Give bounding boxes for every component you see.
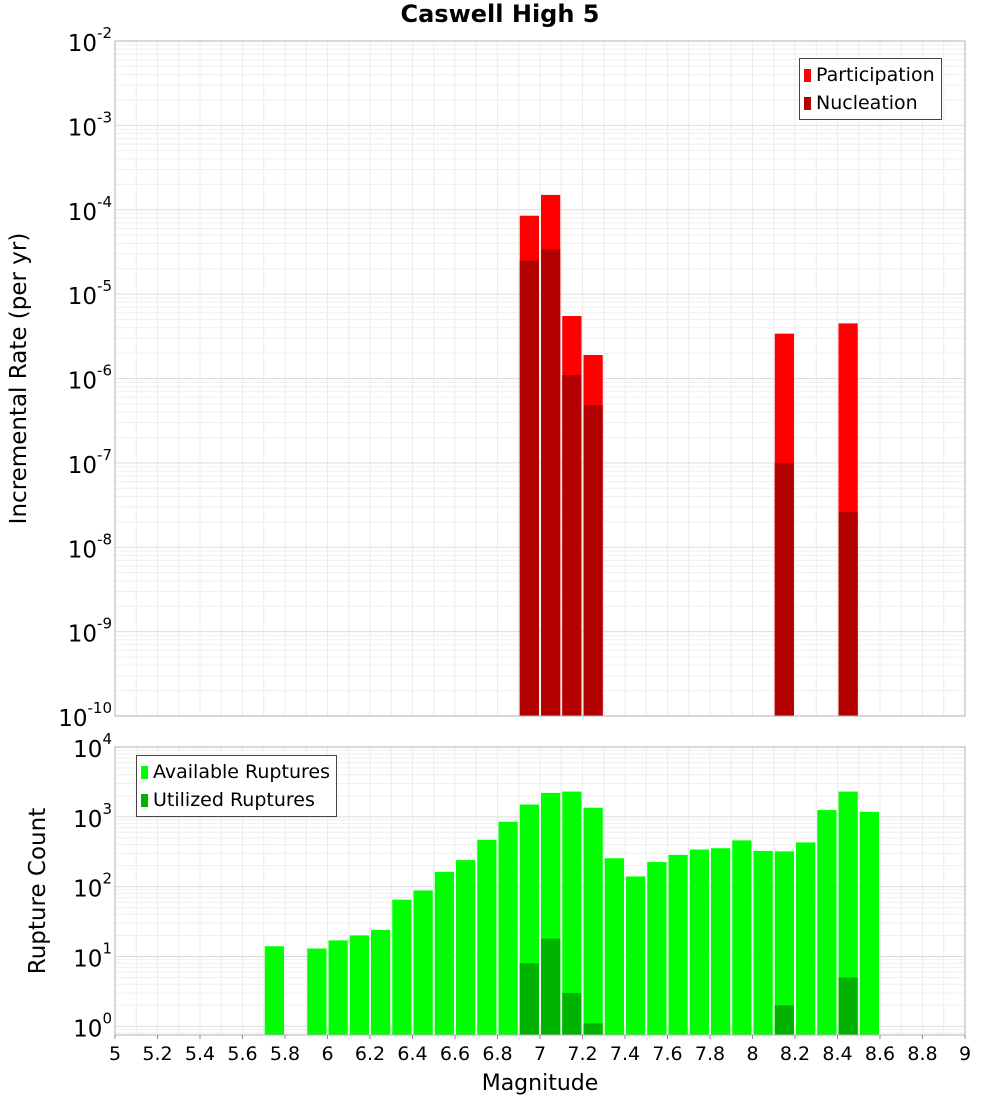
count-bar-utilized-ruptures [774, 1005, 794, 1035]
x-tick-label: 7.6 [652, 1043, 682, 1065]
rate-y-tick-label: 10-9 [68, 615, 112, 648]
rate-bar-nucleation [562, 375, 582, 716]
count-bar-available-ruptures [498, 821, 518, 1035]
count-bar-available-ruptures [859, 811, 879, 1035]
rate-bar-nucleation [519, 260, 539, 716]
count-bar-utilized-ruptures [838, 977, 858, 1035]
rate-y-tick-label: 10-10 [58, 699, 112, 732]
count-bar-available-ruptures [392, 899, 412, 1035]
rate-plot-frame [114, 40, 966, 717]
x-tick-label: 8.2 [780, 1043, 810, 1065]
x-axis-label: Magnitude [482, 1071, 599, 1096]
rate-bar-nucleation [838, 512, 858, 716]
x-tick-label: 9 [959, 1043, 971, 1065]
count-y-tick-label: 101 [73, 939, 112, 972]
x-tick-label: 5.4 [185, 1043, 215, 1065]
legend-label-nucleation: Nucleation [816, 92, 918, 114]
count-bar-available-ruptures [647, 862, 667, 1035]
count-bar-available-ruptures [434, 871, 454, 1035]
count-bar-available-ruptures [711, 848, 731, 1035]
legend-swatch-nucleation [804, 96, 811, 110]
x-tick-label: 8 [746, 1043, 758, 1065]
count-y-tick-label: 100 [73, 1009, 112, 1042]
x-tick-label: 5 [109, 1043, 121, 1065]
count-bar-available-ruptures [796, 842, 816, 1035]
count-bar-available-ruptures [689, 849, 709, 1035]
count-bar-available-ruptures [817, 810, 837, 1035]
count-bar-utilized-ruptures [519, 963, 539, 1035]
count-bar-utilized-ruptures [562, 992, 582, 1035]
x-tick-label: 5.6 [227, 1043, 257, 1065]
count-bar-available-ruptures [264, 946, 284, 1035]
x-tick-label: 7.8 [695, 1043, 725, 1065]
rate-y-tick-label: 10-5 [68, 277, 112, 310]
x-tick-label: 5.2 [142, 1043, 172, 1065]
x-tick-label: 6.6 [440, 1043, 470, 1065]
count-bar-utilized-ruptures [583, 1023, 603, 1035]
count-bar-available-ruptures [604, 858, 624, 1035]
rate-y-axis-label: Incremental Rate (per yr) [6, 233, 32, 525]
count-bar-available-ruptures [583, 807, 603, 1035]
legend-top: Participation Nucleation [799, 58, 942, 120]
count-bar-available-ruptures [626, 876, 646, 1035]
count-bar-available-ruptures [349, 935, 369, 1035]
count-bar-available-ruptures [838, 791, 858, 1035]
rate-y-tick-label: 10-6 [68, 362, 112, 395]
rate-y-tick-label: 10-7 [68, 446, 112, 479]
count-bar-available-ruptures [413, 890, 433, 1035]
count-y-axis-label: Rupture Count [25, 808, 51, 974]
count-bar-available-ruptures [371, 929, 391, 1035]
x-tick-label: 8.8 [907, 1043, 937, 1065]
count-y-tick-label: 103 [73, 800, 112, 833]
legend-swatch-available [141, 765, 148, 779]
rate-bar-nucleation [774, 463, 794, 716]
rate-y-tick-label: 10-2 [68, 24, 112, 57]
legend-item-participation: Participation [804, 61, 935, 89]
x-tick-label: 7 [534, 1043, 546, 1065]
rate-y-tick-label: 10-4 [68, 193, 112, 226]
legend-item-available: Available Ruptures [141, 758, 330, 786]
legend-label-available: Available Ruptures [153, 761, 330, 783]
legend-item-utilized: Utilized Ruptures [141, 786, 330, 814]
rate-bar-nucleation [583, 405, 603, 716]
count-bar-available-ruptures [668, 854, 688, 1035]
count-y-tick-label: 104 [73, 730, 112, 763]
x-tick-label: 6.2 [355, 1043, 385, 1065]
x-tick-label: 6.4 [397, 1043, 427, 1065]
count-bar-available-ruptures [307, 948, 327, 1035]
rate-y-tick-label: 10-3 [68, 108, 112, 141]
legend-bottom: Available Ruptures Utilized Ruptures [136, 755, 337, 817]
x-tick-label: 7.2 [567, 1043, 597, 1065]
x-tick-label: 6 [321, 1043, 333, 1065]
rate-y-tick-label: 10-8 [68, 530, 112, 563]
count-bar-available-ruptures [753, 850, 773, 1035]
chart-title: Caswell High 5 [400, 0, 600, 28]
x-tick-label: 8.4 [822, 1043, 852, 1065]
x-tick-label: 5.8 [270, 1043, 300, 1065]
count-bar-available-ruptures [732, 840, 752, 1035]
count-bar-available-ruptures [477, 839, 497, 1035]
legend-item-nucleation: Nucleation [804, 89, 935, 117]
legend-label-participation: Participation [816, 64, 935, 86]
x-tick-label: 6.8 [482, 1043, 512, 1065]
count-bar-available-ruptures [456, 860, 476, 1035]
legend-swatch-participation [804, 68, 811, 82]
count-bar-available-ruptures [774, 851, 794, 1035]
count-bar-available-ruptures [562, 791, 582, 1035]
x-tick-label: 7.4 [610, 1043, 640, 1065]
count-bar-available-ruptures [328, 940, 348, 1035]
legend-label-utilized: Utilized Ruptures [153, 789, 315, 811]
legend-swatch-utilized [141, 793, 148, 807]
count-y-tick-label: 102 [73, 870, 112, 903]
count-bar-utilized-ruptures [541, 938, 561, 1035]
x-tick-label: 8.6 [865, 1043, 895, 1065]
rate-bar-nucleation [541, 249, 561, 716]
